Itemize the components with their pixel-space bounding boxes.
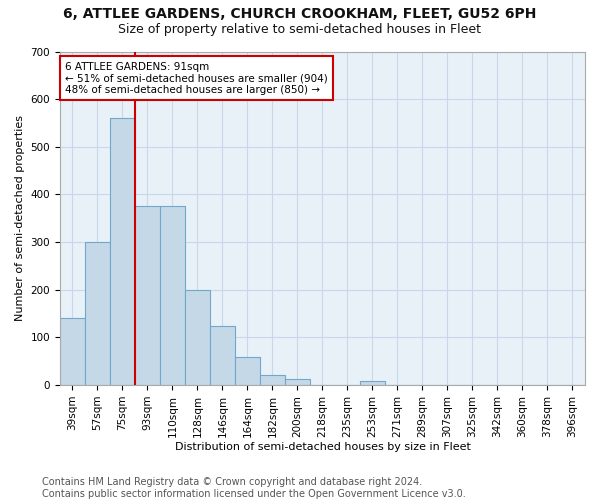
Text: Size of property relative to semi-detached houses in Fleet: Size of property relative to semi-detach…	[119, 22, 482, 36]
Bar	[135, 206, 160, 385]
Bar	[185, 290, 210, 385]
Bar	[85, 242, 110, 385]
X-axis label: Distribution of semi-detached houses by size in Fleet: Distribution of semi-detached houses by …	[175, 442, 470, 452]
Bar	[285, 380, 310, 385]
Bar	[360, 382, 385, 385]
Text: 6 ATTLEE GARDENS: 91sqm
← 51% of semi-detached houses are smaller (904)
48% of s: 6 ATTLEE GARDENS: 91sqm ← 51% of semi-de…	[65, 62, 328, 94]
Bar	[60, 318, 85, 385]
Bar	[110, 118, 135, 385]
Bar	[260, 374, 285, 385]
Bar	[235, 356, 260, 385]
Text: 6, ATTLEE GARDENS, CHURCH CROOKHAM, FLEET, GU52 6PH: 6, ATTLEE GARDENS, CHURCH CROOKHAM, FLEE…	[64, 8, 536, 22]
Bar	[160, 206, 185, 385]
Text: Contains HM Land Registry data © Crown copyright and database right 2024.
Contai: Contains HM Land Registry data © Crown c…	[42, 478, 466, 499]
Bar	[210, 326, 235, 385]
Y-axis label: Number of semi-detached properties: Number of semi-detached properties	[15, 116, 25, 322]
